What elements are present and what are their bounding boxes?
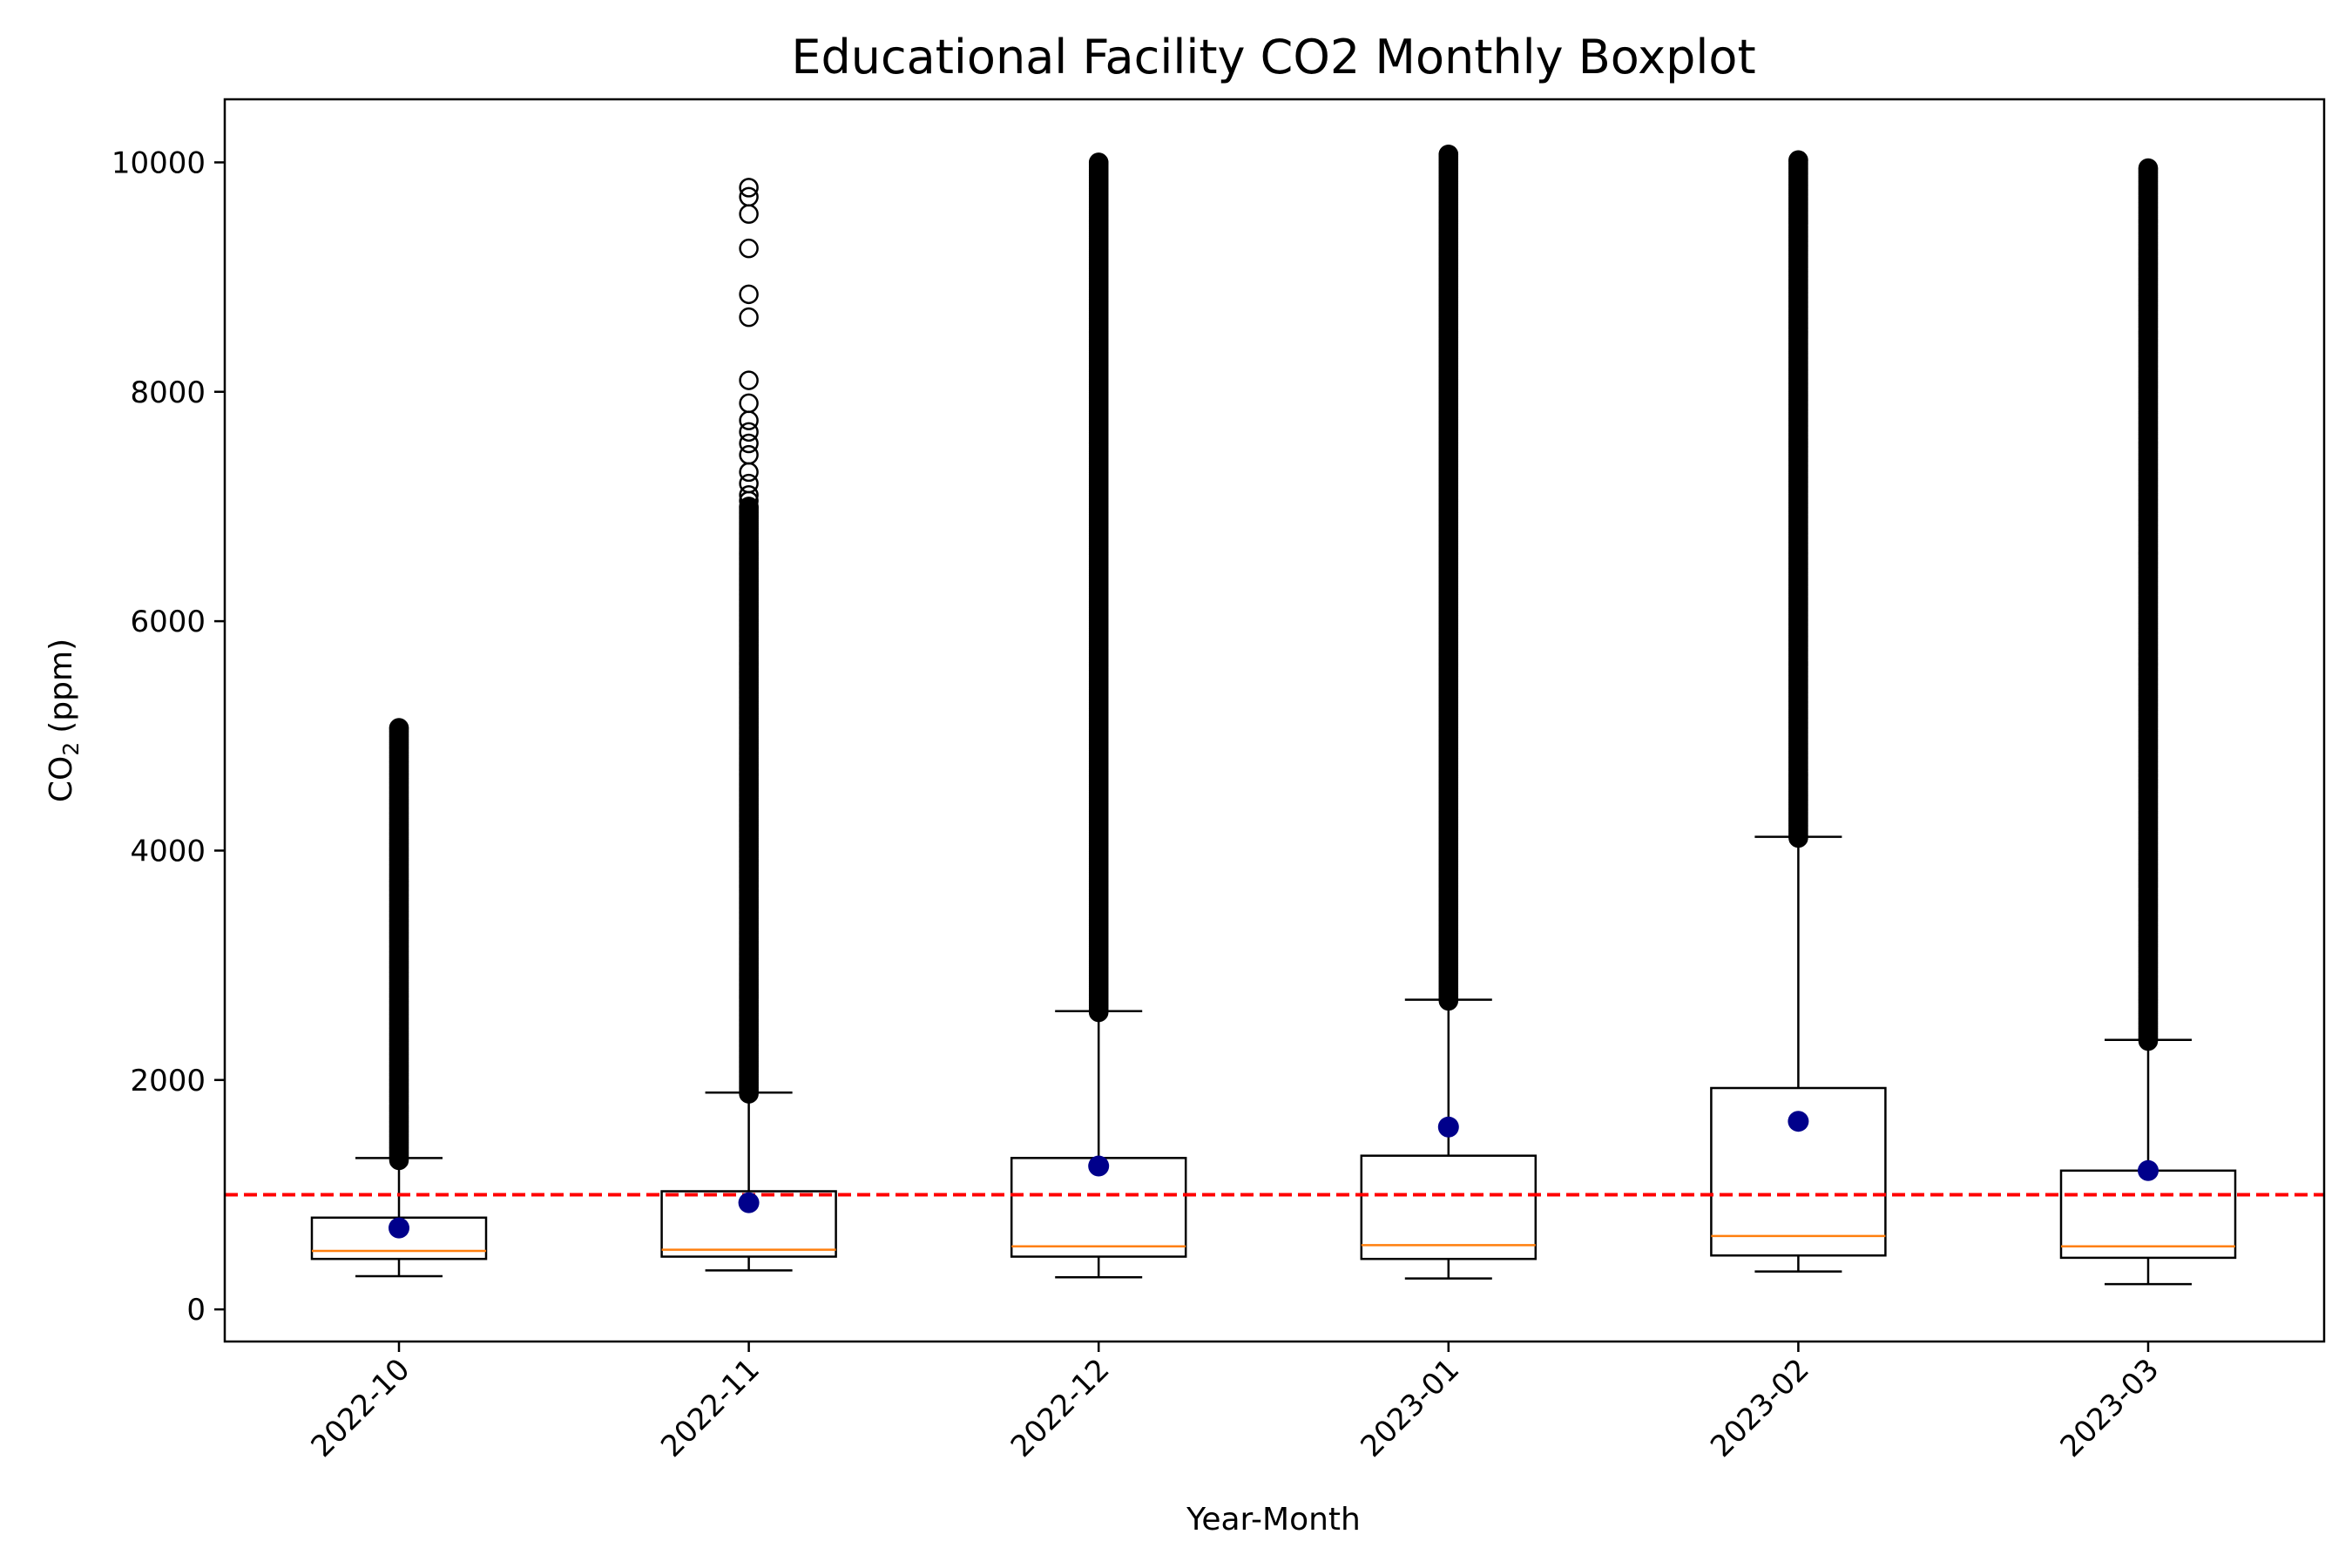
fliers-2023-03 bbox=[2138, 158, 2159, 1051]
flier-point bbox=[2138, 158, 2159, 179]
flier-point bbox=[739, 433, 759, 454]
mean-marker bbox=[2138, 1159, 2159, 1181]
box-group-2023-01 bbox=[1360, 144, 1538, 1280]
plot-area bbox=[225, 144, 2324, 1286]
mean-marker bbox=[1088, 1155, 1110, 1177]
box-group-2022-12 bbox=[1010, 152, 1187, 1279]
y-axis-label-main: CO bbox=[44, 756, 79, 802]
fliers-2023-01 bbox=[1438, 144, 1459, 1011]
flier-point bbox=[739, 178, 759, 198]
flier-point bbox=[739, 497, 759, 517]
fliers-2023-02 bbox=[1788, 150, 1808, 848]
iqr-box bbox=[1360, 1154, 1538, 1260]
iqr-box bbox=[1710, 1086, 1887, 1257]
y-axis-label-unit: (ppm) bbox=[44, 639, 79, 733]
mean-marker bbox=[1437, 1116, 1459, 1138]
flier-point bbox=[739, 473, 759, 494]
mean-marker bbox=[1788, 1111, 1809, 1132]
y-tick-label: 8000 bbox=[130, 375, 206, 410]
flier-point bbox=[739, 370, 759, 390]
flier-point bbox=[739, 238, 759, 259]
y-tick-label: 2000 bbox=[130, 1064, 206, 1098]
iqr-box bbox=[660, 1190, 837, 1258]
flier-point bbox=[1438, 144, 1459, 165]
axes-frame bbox=[223, 98, 2326, 1343]
chart-title: Educational Facility CO2 Monthly Boxplot bbox=[791, 30, 1755, 84]
y-axis-label-subscript: 2 bbox=[58, 742, 84, 756]
box-group-2023-03 bbox=[2059, 158, 2237, 1286]
flier-point bbox=[739, 422, 759, 443]
flier-point bbox=[739, 444, 759, 465]
y-axis-label: CO2 (ppm) bbox=[44, 639, 84, 802]
y-axis: 0 2000 4000 6000 8000 10000 bbox=[112, 145, 225, 1328]
box-group-2023-02 bbox=[1710, 150, 1887, 1273]
fliers-2022-12 bbox=[1088, 152, 1109, 1023]
flier-point bbox=[739, 186, 759, 207]
flier-point bbox=[1088, 152, 1109, 172]
flier-point bbox=[1788, 150, 1808, 171]
flier-point bbox=[739, 393, 759, 414]
flier-point bbox=[739, 284, 759, 305]
y-tick-label: 6000 bbox=[130, 605, 206, 639]
mean-marker bbox=[389, 1217, 409, 1239]
flier-point bbox=[739, 307, 759, 328]
y-tick-label: 0 bbox=[186, 1293, 206, 1328]
flier-point bbox=[389, 718, 409, 738]
flier-point bbox=[739, 485, 759, 505]
x-axis-label: Year-Month bbox=[1186, 1502, 1361, 1538]
box-group-2022-10 bbox=[310, 718, 488, 1278]
y-tick-label: 10000 bbox=[112, 145, 206, 180]
box-group-2022-11 bbox=[660, 178, 837, 1272]
y-tick-label: 4000 bbox=[130, 834, 206, 868]
fliers-2022-10 bbox=[389, 718, 409, 1171]
mean-marker bbox=[738, 1192, 760, 1213]
fliers-2022-11 bbox=[739, 178, 759, 1104]
